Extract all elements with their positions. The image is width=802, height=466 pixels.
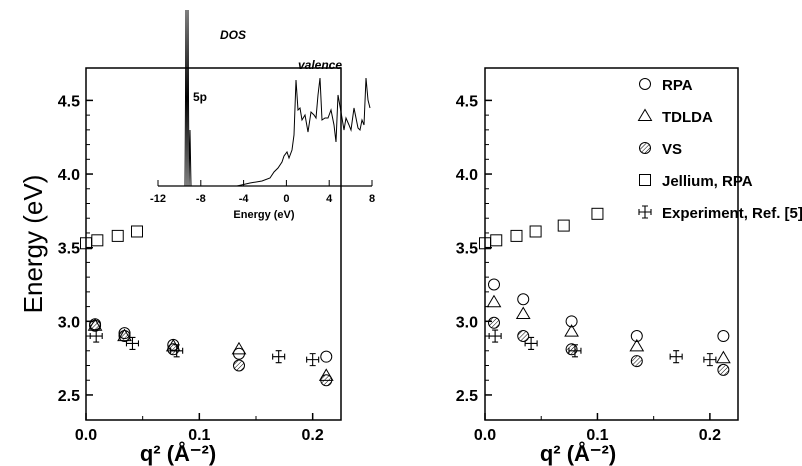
right-experiment-ref-5-point xyxy=(488,329,502,343)
legend: RPA TDLDA VS Jellium, RPA Experiment, Ref. [… xyxy=(637,77,802,222)
right-jellium-rpa-point xyxy=(529,225,542,238)
right-vs-point xyxy=(717,363,730,376)
left-vs-point xyxy=(233,359,245,372)
legend-label: VS xyxy=(662,141,682,158)
right-ticks: 2.5 3.0 3.5 4.0 4.5 0.0 0.1 0.2 xyxy=(456,93,721,444)
right-experiment-ref-5-point xyxy=(703,353,717,367)
left-y-tick-label: 4.0 xyxy=(58,167,80,184)
legend-label: TDLDA xyxy=(662,109,713,126)
left-x-axis-title: q² (Å⁻²) xyxy=(140,440,216,466)
left-y-tick-label: 2.5 xyxy=(58,388,80,405)
right-experiment-ref-5-point xyxy=(524,336,538,350)
right-rpa-point xyxy=(565,315,578,328)
right-marks xyxy=(479,207,731,376)
right-y-tick-label: 3.5 xyxy=(456,241,478,258)
left-vs-point xyxy=(89,319,102,332)
left-jellium-rpa-point xyxy=(111,229,124,242)
inset-5p-label: 5p xyxy=(193,90,207,104)
right-x-tick-label: 0.0 xyxy=(474,427,496,444)
right-vs-point xyxy=(630,355,643,368)
left-panel: 2.5 3.0 3.5 4.0 4.5 0.0 0.1 0.2 Energy (eV) q² … xyxy=(18,9,375,466)
left-experiment-ref-5-point xyxy=(306,353,320,367)
legend-marker xyxy=(639,78,651,90)
right-panel: 2.5 3.0 3.5 4.0 4.5 0.0 0.1 0.2 q² (Å⁻²) xyxy=(456,67,739,466)
right-jellium-rpa-point xyxy=(510,229,523,242)
inset-valence-label: valence xyxy=(298,58,342,72)
right-y-tick-label: 4.0 xyxy=(456,167,478,184)
right-rpa-point xyxy=(630,330,643,343)
legend-marker xyxy=(639,174,651,186)
left-y-tick-label: 3.0 xyxy=(58,314,80,331)
left-x-tick-label: 0.1 xyxy=(188,427,210,444)
right-jellium-rpa-point xyxy=(591,207,604,220)
left-vs-point xyxy=(118,330,131,343)
inset-x-tick-label: -4 xyxy=(239,193,250,205)
right-rpa-point xyxy=(487,278,500,291)
left-experiment-ref-5-point xyxy=(170,344,184,358)
inset-x-axis-title: Energy (eV) xyxy=(233,209,294,221)
inset-x-tick-label: -12 xyxy=(150,193,166,205)
right-tdlda-point xyxy=(716,350,731,364)
left-jellium-rpa-point xyxy=(91,234,104,247)
right-jellium-rpa-point xyxy=(557,219,570,232)
right-rpa-point xyxy=(717,330,730,343)
left-experiment-ref-5-point xyxy=(272,350,286,364)
inset-valence-band xyxy=(236,77,371,187)
left-plot-frame xyxy=(85,67,342,421)
right-x-axis-title: q² (Å⁻²) xyxy=(540,440,616,466)
legend-label: Jellium, RPA xyxy=(662,173,753,190)
legend-label: Experiment, Ref. [5] xyxy=(662,205,802,222)
right-x-tick-label: 0.1 xyxy=(586,427,608,444)
right-experiment-ref-5-point xyxy=(568,344,582,358)
inset-title: DOS xyxy=(220,28,246,42)
right-tdlda-point xyxy=(515,306,531,320)
right-experiment-ref-5-point xyxy=(669,350,683,364)
legend-marker xyxy=(638,205,652,219)
left-experiment-ref-5-point xyxy=(89,329,103,343)
inset-ticks: -12 -8 -4 0 4 8 xyxy=(150,180,375,205)
right-tdlda-point xyxy=(486,294,502,308)
inset-x-tick-label: 8 xyxy=(369,193,375,205)
left-x-tick-label: 0.2 xyxy=(302,427,324,444)
right-tdlda-point xyxy=(564,324,579,337)
inset-x-tick-label: 0 xyxy=(283,193,289,205)
right-jellium-rpa-point xyxy=(490,234,503,247)
dos-inset: -12 -8 -4 0 4 8 DOS 5p valence Energy (eV) xyxy=(150,9,375,221)
left-y-tick-label: 3.5 xyxy=(58,241,80,258)
left-marks xyxy=(80,225,334,387)
right-y-tick-label: 2.5 xyxy=(456,388,478,405)
left-ticks: 2.5 3.0 3.5 4.0 4.5 0.0 0.1 0.2 xyxy=(58,93,324,444)
left-y-tick-label: 4.5 xyxy=(58,93,80,110)
right-plot-frame xyxy=(484,67,739,421)
left-jellium-rpa-point xyxy=(131,225,143,238)
right-tdlda-point xyxy=(629,338,645,352)
legend-label: RPA xyxy=(662,77,693,94)
left-x-tick-label: 0.0 xyxy=(75,427,97,444)
right-vs-point xyxy=(487,316,500,329)
right-y-tick-label: 4.5 xyxy=(456,93,478,110)
left-rpa-point xyxy=(320,350,333,363)
inset-x-tick-label: 4 xyxy=(326,193,333,205)
left-tdlda-point xyxy=(231,341,247,355)
inset-5p-peak xyxy=(183,9,192,187)
legend-marker xyxy=(639,142,651,154)
legend-marker xyxy=(637,108,653,122)
left-vs-point xyxy=(320,374,333,387)
y-axis-title: Energy (eV) xyxy=(18,175,48,314)
left-experiment-ref-5-point xyxy=(125,336,140,350)
inset-x-tick-label: -8 xyxy=(196,193,206,205)
right-vs-point xyxy=(517,330,530,343)
right-y-tick-label: 3.0 xyxy=(456,314,478,331)
right-x-tick-label: 0.2 xyxy=(699,427,721,444)
right-rpa-point xyxy=(517,293,530,306)
